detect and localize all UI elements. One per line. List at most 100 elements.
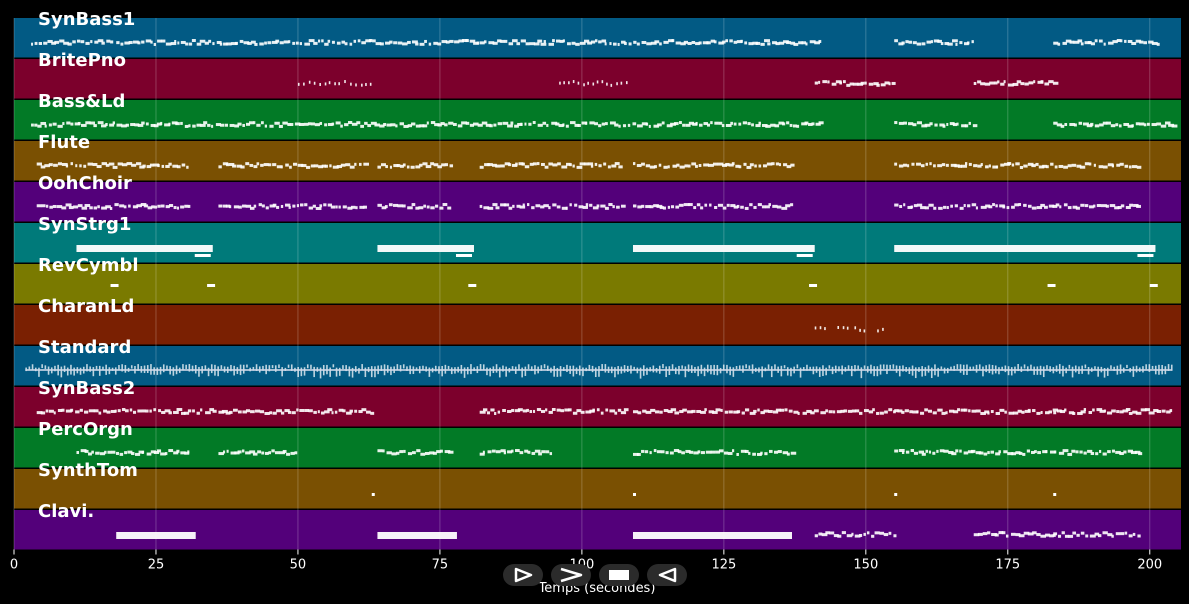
- track-label: CharanLd: [38, 296, 134, 317]
- stop-button[interactable]: [599, 564, 639, 586]
- note-segment: [218, 162, 369, 169]
- note-segment: [36, 162, 189, 169]
- note-segment: [973, 531, 1056, 538]
- note-segment: [973, 80, 1059, 87]
- note-segment: [31, 39, 114, 46]
- track-label: Flute: [38, 132, 90, 153]
- note-segment: [632, 408, 819, 415]
- track-label: Bass&Ld: [38, 91, 125, 112]
- track-notes: [297, 80, 1059, 87]
- track-lane: [14, 510, 1181, 550]
- note-segment: [207, 284, 216, 287]
- note-segment: [377, 245, 474, 257]
- play-button[interactable]: [503, 564, 543, 586]
- track-lanes: [14, 18, 1181, 550]
- track-notes: [25, 364, 1173, 379]
- note-segment: [894, 121, 978, 128]
- x-tick-label: 50: [290, 558, 307, 573]
- note-segment: [1053, 121, 1178, 128]
- note-segment: [632, 245, 815, 257]
- note-segment: [632, 532, 792, 539]
- rewind-button[interactable]: [647, 564, 687, 586]
- track-label: RevCymbl: [38, 255, 139, 276]
- track-lane: [14, 100, 1181, 140]
- note-segment: [632, 162, 795, 169]
- note-segment: [31, 121, 824, 128]
- note-segment: [218, 203, 367, 210]
- track-labels: SynBass1 BritePno Bass&Ld Flute OohChoir SynS…: [38, 9, 139, 522]
- note-segment: [632, 493, 636, 496]
- track-notes: [31, 39, 1160, 46]
- track-notes: [76, 449, 1143, 456]
- note-segment: [297, 80, 372, 87]
- x-tick-label: 175: [995, 558, 1020, 573]
- track-notes: [371, 493, 1057, 496]
- x-tick-label: 125: [711, 558, 736, 573]
- track-notes: [76, 245, 1156, 257]
- track-notes: [36, 162, 1142, 169]
- track-label: SynthTom: [38, 460, 138, 481]
- note-segment: [25, 364, 1173, 379]
- play-icon: [514, 567, 533, 583]
- fast-forward-icon: [560, 567, 583, 583]
- track-notes: [31, 121, 1178, 128]
- x-tick-label: 150: [853, 558, 878, 573]
- note-segment: [559, 80, 628, 87]
- note-segment: [479, 162, 623, 169]
- note-segment: [377, 532, 457, 539]
- note-segment: [894, 493, 898, 496]
- track-lane: [14, 141, 1181, 181]
- note-segment: [1047, 284, 1056, 287]
- track-notes: [36, 203, 1141, 210]
- note-segment: [814, 80, 896, 87]
- track-lane: [14, 264, 1181, 304]
- x-tick-label: 0: [10, 558, 18, 573]
- note-segment: [479, 449, 553, 456]
- note-segment: [814, 326, 826, 331]
- gridlines: [13, 18, 1151, 550]
- note-segment: [1149, 284, 1158, 287]
- note-segment: [377, 203, 452, 210]
- note-segment: [632, 203, 794, 210]
- note-segment: [116, 532, 196, 539]
- note-segment: [809, 284, 818, 287]
- track-label: SynBass1: [38, 9, 135, 30]
- note-segment: [1053, 531, 1141, 538]
- track-label: BritePno: [38, 50, 126, 71]
- track-lane: [14, 305, 1181, 345]
- track-label: Standard: [38, 337, 131, 358]
- note-segment: [116, 39, 822, 46]
- note-segment: [1053, 39, 1160, 46]
- fast-forward-button[interactable]: [551, 564, 591, 586]
- note-segment: [820, 408, 896, 415]
- note-segment: [377, 449, 454, 456]
- note-segment: [814, 531, 897, 538]
- note-segment: [854, 326, 866, 333]
- track-lane: [14, 18, 1181, 58]
- track-lane: [14, 59, 1181, 99]
- note-segment: [36, 203, 191, 210]
- rewind-icon: [658, 567, 677, 583]
- note-segment: [1053, 493, 1057, 496]
- note-segment: [110, 284, 119, 287]
- x-tick-label: 25: [148, 558, 165, 573]
- x-tick-label: 75: [432, 558, 449, 573]
- note-segment: [377, 162, 454, 169]
- note-segment: [218, 449, 298, 456]
- note-layer: [25, 39, 1178, 539]
- note-segment: [894, 39, 974, 46]
- track-lane: [14, 223, 1181, 263]
- note-segment: [894, 449, 1143, 456]
- track-lane: [14, 469, 1181, 509]
- track-notes: [36, 408, 1173, 415]
- note-segment: [1053, 408, 1173, 415]
- track-lane: [14, 182, 1181, 222]
- track-label: SynStrg1: [38, 214, 131, 235]
- track-notes: [814, 326, 884, 333]
- stop-icon: [609, 570, 629, 580]
- note-segment: [837, 326, 849, 330]
- note-segment: [894, 162, 1142, 169]
- note-segment: [468, 284, 477, 287]
- note-segment: [218, 408, 375, 415]
